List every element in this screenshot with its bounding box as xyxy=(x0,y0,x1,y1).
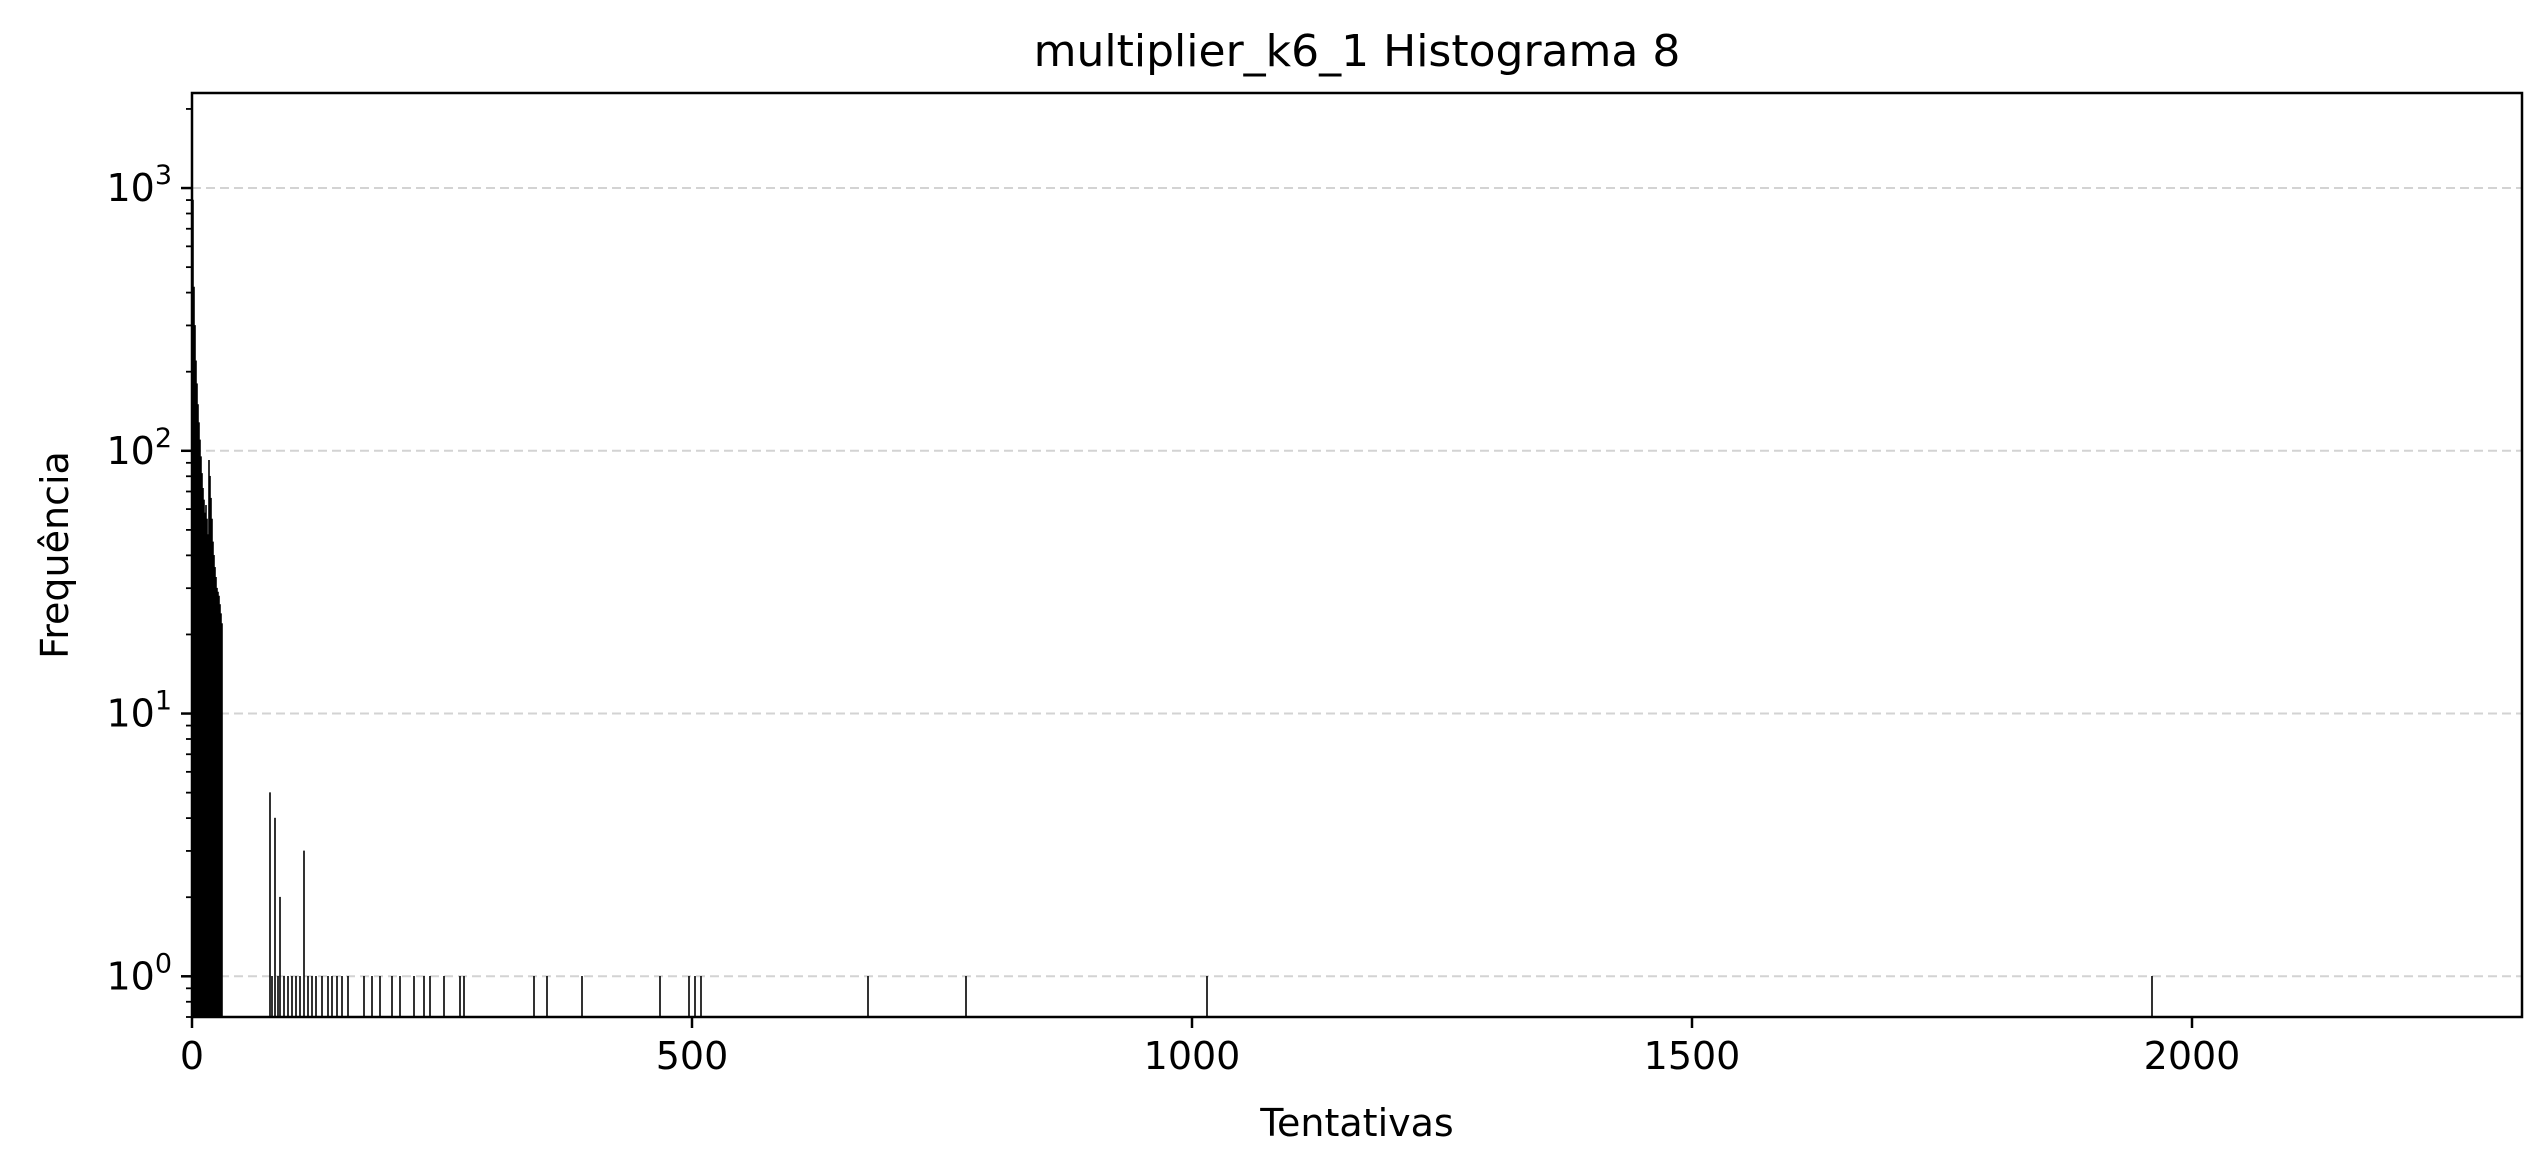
histogram-bar xyxy=(287,975,289,1018)
y-tick-label: 103 xyxy=(106,160,172,210)
bars xyxy=(192,199,2153,1018)
histogram-bar xyxy=(347,975,349,1018)
histogram-bar xyxy=(269,792,271,1018)
histogram-bar xyxy=(277,975,279,1018)
y-axis-ticks: 100 101 102 103 xyxy=(106,108,192,1018)
histogram-bar xyxy=(327,975,329,1018)
histogram-bar xyxy=(399,975,401,1018)
histogram-bar xyxy=(2151,975,2153,1018)
x-tick-label: 0 xyxy=(180,1034,204,1078)
histogram-bar xyxy=(391,975,393,1018)
histogram-bar xyxy=(379,975,381,1018)
histogram-bar xyxy=(315,975,317,1018)
histogram-bar xyxy=(546,975,548,1018)
x-axis-ticks: 0 500 1000 1500 2000 xyxy=(180,1017,2240,1078)
histogram-bar xyxy=(429,975,431,1018)
histogram-bar xyxy=(279,896,281,1018)
histogram-bar xyxy=(423,975,425,1018)
histogram-bar xyxy=(221,623,223,1018)
histogram-bar xyxy=(307,975,309,1018)
histogram-bar xyxy=(283,975,285,1018)
histogram-bar xyxy=(1206,975,1208,1018)
y-axis-label: Frequência xyxy=(33,451,77,659)
x-tick-label: 500 xyxy=(656,1034,729,1078)
histogram-bar xyxy=(867,975,869,1018)
histogram-bar xyxy=(688,975,690,1018)
histogram-bar xyxy=(463,975,465,1018)
y-tick-label: 100 xyxy=(106,948,172,998)
histogram-bar xyxy=(303,850,305,1018)
histogram-bar xyxy=(413,975,415,1018)
histogram-bar xyxy=(581,975,583,1018)
grid-lines xyxy=(192,187,2522,978)
histogram-bar xyxy=(321,975,323,1018)
histogram-bar xyxy=(295,975,297,1018)
histogram-bar xyxy=(700,975,702,1018)
histogram-bar xyxy=(694,975,696,1018)
histogram-bar xyxy=(659,975,661,1018)
x-axis-label: Tentativas xyxy=(1259,1101,1453,1145)
histogram-bar xyxy=(311,975,313,1018)
histogram-bar xyxy=(271,975,273,1018)
chart-title: multiplier_k6_1 Histograma 8 xyxy=(1034,26,1681,77)
histogram-bar xyxy=(533,975,535,1018)
histogram-bar xyxy=(459,975,461,1018)
histogram-bar xyxy=(336,975,338,1018)
histogram-bar xyxy=(965,975,967,1018)
x-tick-label: 2000 xyxy=(2144,1034,2241,1078)
histogram-bar xyxy=(274,817,276,1018)
histogram-bar xyxy=(341,975,343,1018)
x-tick-label: 1000 xyxy=(1144,1034,1241,1078)
plot-frame xyxy=(190,91,2524,1019)
histogram-bar xyxy=(443,975,445,1018)
x-tick-label: 1500 xyxy=(1644,1034,1741,1078)
histogram-bar xyxy=(371,975,373,1018)
histogram-bar xyxy=(299,975,301,1018)
y-tick-label: 102 xyxy=(106,423,172,473)
y-tick-label: 101 xyxy=(106,686,172,736)
histogram-bar xyxy=(331,975,333,1018)
histogram-bar xyxy=(363,975,365,1018)
histogram-bar xyxy=(291,975,293,1018)
